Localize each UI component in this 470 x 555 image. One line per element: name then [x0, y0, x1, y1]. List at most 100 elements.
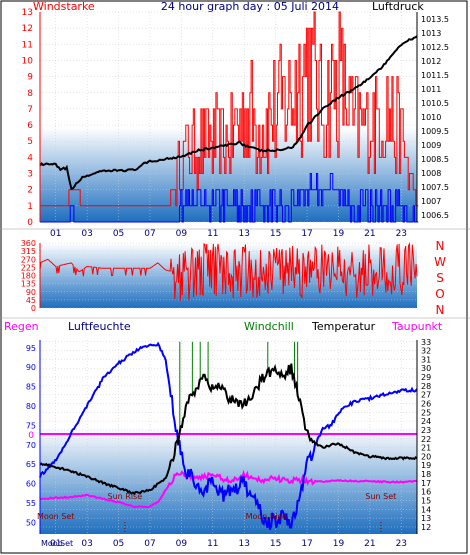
- windstarke-tick: 2: [27, 186, 33, 196]
- temperature-tick: 14: [421, 505, 431, 514]
- temperature-tick: 15: [421, 496, 431, 505]
- bottom-hour-tick: 23: [396, 539, 407, 549]
- temperatur-label: Temperatur: [311, 320, 376, 333]
- windchill-label: Windchill: [244, 320, 294, 333]
- temperature-tick: 19: [421, 461, 431, 470]
- temperature-tick: 28: [421, 382, 431, 391]
- humidity-tick: 70: [26, 441, 36, 450]
- luftdruck-tick: 1008: [421, 169, 441, 178]
- top-panel-marks: [39, 11, 419, 223]
- luftdruck-tick: 1012.5: [421, 43, 449, 52]
- direction-tick: 135: [21, 280, 36, 289]
- top-hour-axis-ticks: 01 03 05 07 09 11 13 15 17 19 21 23: [50, 229, 407, 239]
- direction-tick: 180: [21, 272, 36, 281]
- pressure-series: [39, 35, 418, 190]
- bottom-hour-tick: 01: [50, 539, 61, 549]
- wind-average-series: [40, 173, 419, 223]
- set-bottom-label: Set: [60, 539, 73, 548]
- windstarke-tick: 1: [27, 202, 33, 212]
- compass-letter: N: [436, 239, 445, 253]
- bottom-hour-tick: 17: [301, 539, 312, 549]
- bottom-hour-tick: 15: [270, 539, 281, 549]
- compass-letter: W: [434, 255, 446, 269]
- humidity-axis-ticks: 50 55 60 65 70 75 80 85 90 95: [26, 344, 36, 528]
- windstarke-label: Windstarke: [33, 0, 95, 13]
- direction-panel-marks: [39, 242, 418, 301]
- bottom-panel-marks: [39, 341, 418, 530]
- bottom-hour-tick: 11: [207, 539, 218, 549]
- top-hour-tick: 13: [238, 229, 249, 239]
- compass-letter: O: [435, 287, 444, 301]
- luftdruck-axis-ticks: 1006.5 1007 1007.5 1008 1008.5 1009 1009.5 1010…: [421, 15, 449, 220]
- direction-tick: 225: [21, 263, 36, 272]
- moon-bottom-label: Moon: [41, 539, 63, 548]
- humidity-series: [39, 341, 418, 530]
- humidity-tick: 85: [26, 383, 36, 392]
- luftdruck-tick: 1010: [421, 113, 441, 122]
- luftfeuchte-label: Luftfeuchte: [68, 320, 131, 333]
- temperature-tick: 18: [421, 470, 431, 479]
- luftdruck-tick: 1011: [421, 85, 441, 94]
- windstarke-tick: 3: [27, 170, 33, 180]
- temperature-series: [39, 363, 418, 496]
- bottom-hour-axis-ticks: 01 03 05 07 09 11 13 15 17 19 21 23: [50, 539, 407, 549]
- taupunkt-label: Taupunkt: [391, 320, 443, 333]
- bottom-hour-tick: 09: [176, 539, 188, 549]
- temperature-tick: 31: [421, 355, 431, 364]
- astronomy-annotation: Sun Set: [365, 492, 396, 501]
- temperature-tick: 29: [421, 373, 431, 382]
- rain-zero-label: 0: [28, 431, 34, 441]
- top-hour-tick: 03: [81, 229, 92, 239]
- temperature-tick: 25: [421, 408, 431, 417]
- compass-letter: S: [436, 271, 444, 285]
- temperature-tick: 27: [421, 391, 431, 400]
- luftdruck-label: Luftdruck: [372, 0, 424, 13]
- windstarke-tick: 8: [27, 89, 33, 99]
- luftdruck-tick: 1007.5: [421, 183, 449, 192]
- bottom-hour-tick: 13: [238, 539, 249, 549]
- temperature-axis-ticks: 1213141516171819202122232425262728293031…: [421, 338, 431, 532]
- windstarke-tick: 10: [22, 56, 34, 66]
- astronomy-annotations: Moon Set Sun Rise Moon Rise Sun Set: [37, 492, 396, 534]
- windstarke-tick: 9: [27, 73, 33, 83]
- temperature-tick: 32: [421, 347, 431, 356]
- bottom-panel-grid: [40, 340, 417, 534]
- humidity-tick: 95: [26, 344, 36, 353]
- windstarke-tick: 11: [22, 40, 33, 50]
- windstarke-tick: 13: [22, 8, 33, 18]
- luftdruck-tick: 1012: [421, 57, 441, 66]
- direction-tick: 90: [26, 288, 36, 297]
- luftdruck-tick: 1013: [421, 29, 441, 38]
- luftdruck-tick: 1010.5: [421, 99, 449, 108]
- direction-tick: 270: [21, 255, 36, 264]
- temperature-tick: 20: [421, 452, 431, 461]
- luftdruck-tick: 1007: [421, 197, 441, 206]
- humidity-tick: 65: [26, 460, 36, 469]
- direction-tick: 0: [31, 304, 36, 313]
- luftdruck-tick: 1009: [421, 141, 441, 150]
- bottom-hour-tick: 03: [81, 539, 92, 549]
- luftdruck-tick: 1009.5: [421, 127, 449, 136]
- temperature-tick: 30: [421, 364, 431, 373]
- humidity-tick: 75: [26, 421, 36, 430]
- dewpoint-series: [39, 469, 418, 509]
- top-hour-tick: 09: [176, 229, 188, 239]
- luftdruck-tick: 1013.5: [421, 15, 449, 24]
- chart-title: 24 hour graph day : 05 Juli 2014: [161, 0, 339, 13]
- humidity-temperature-plot-area: [40, 340, 417, 534]
- luftdruck-tick: 1006.5: [421, 211, 449, 220]
- temperature-tick: 13: [421, 514, 431, 523]
- windstarke-tick: 4: [27, 153, 33, 163]
- temperature-tick: 22: [421, 435, 431, 444]
- compass-letter: N: [436, 303, 445, 317]
- humidity-tick: 80: [26, 402, 36, 411]
- astronomy-annotation: Moon Rise: [246, 512, 287, 521]
- top-panel-grid: [40, 11, 417, 223]
- top-hour-tick: 17: [301, 229, 312, 239]
- bottom-hour-tick: 19: [333, 539, 345, 549]
- temperature-tick: 23: [421, 426, 431, 435]
